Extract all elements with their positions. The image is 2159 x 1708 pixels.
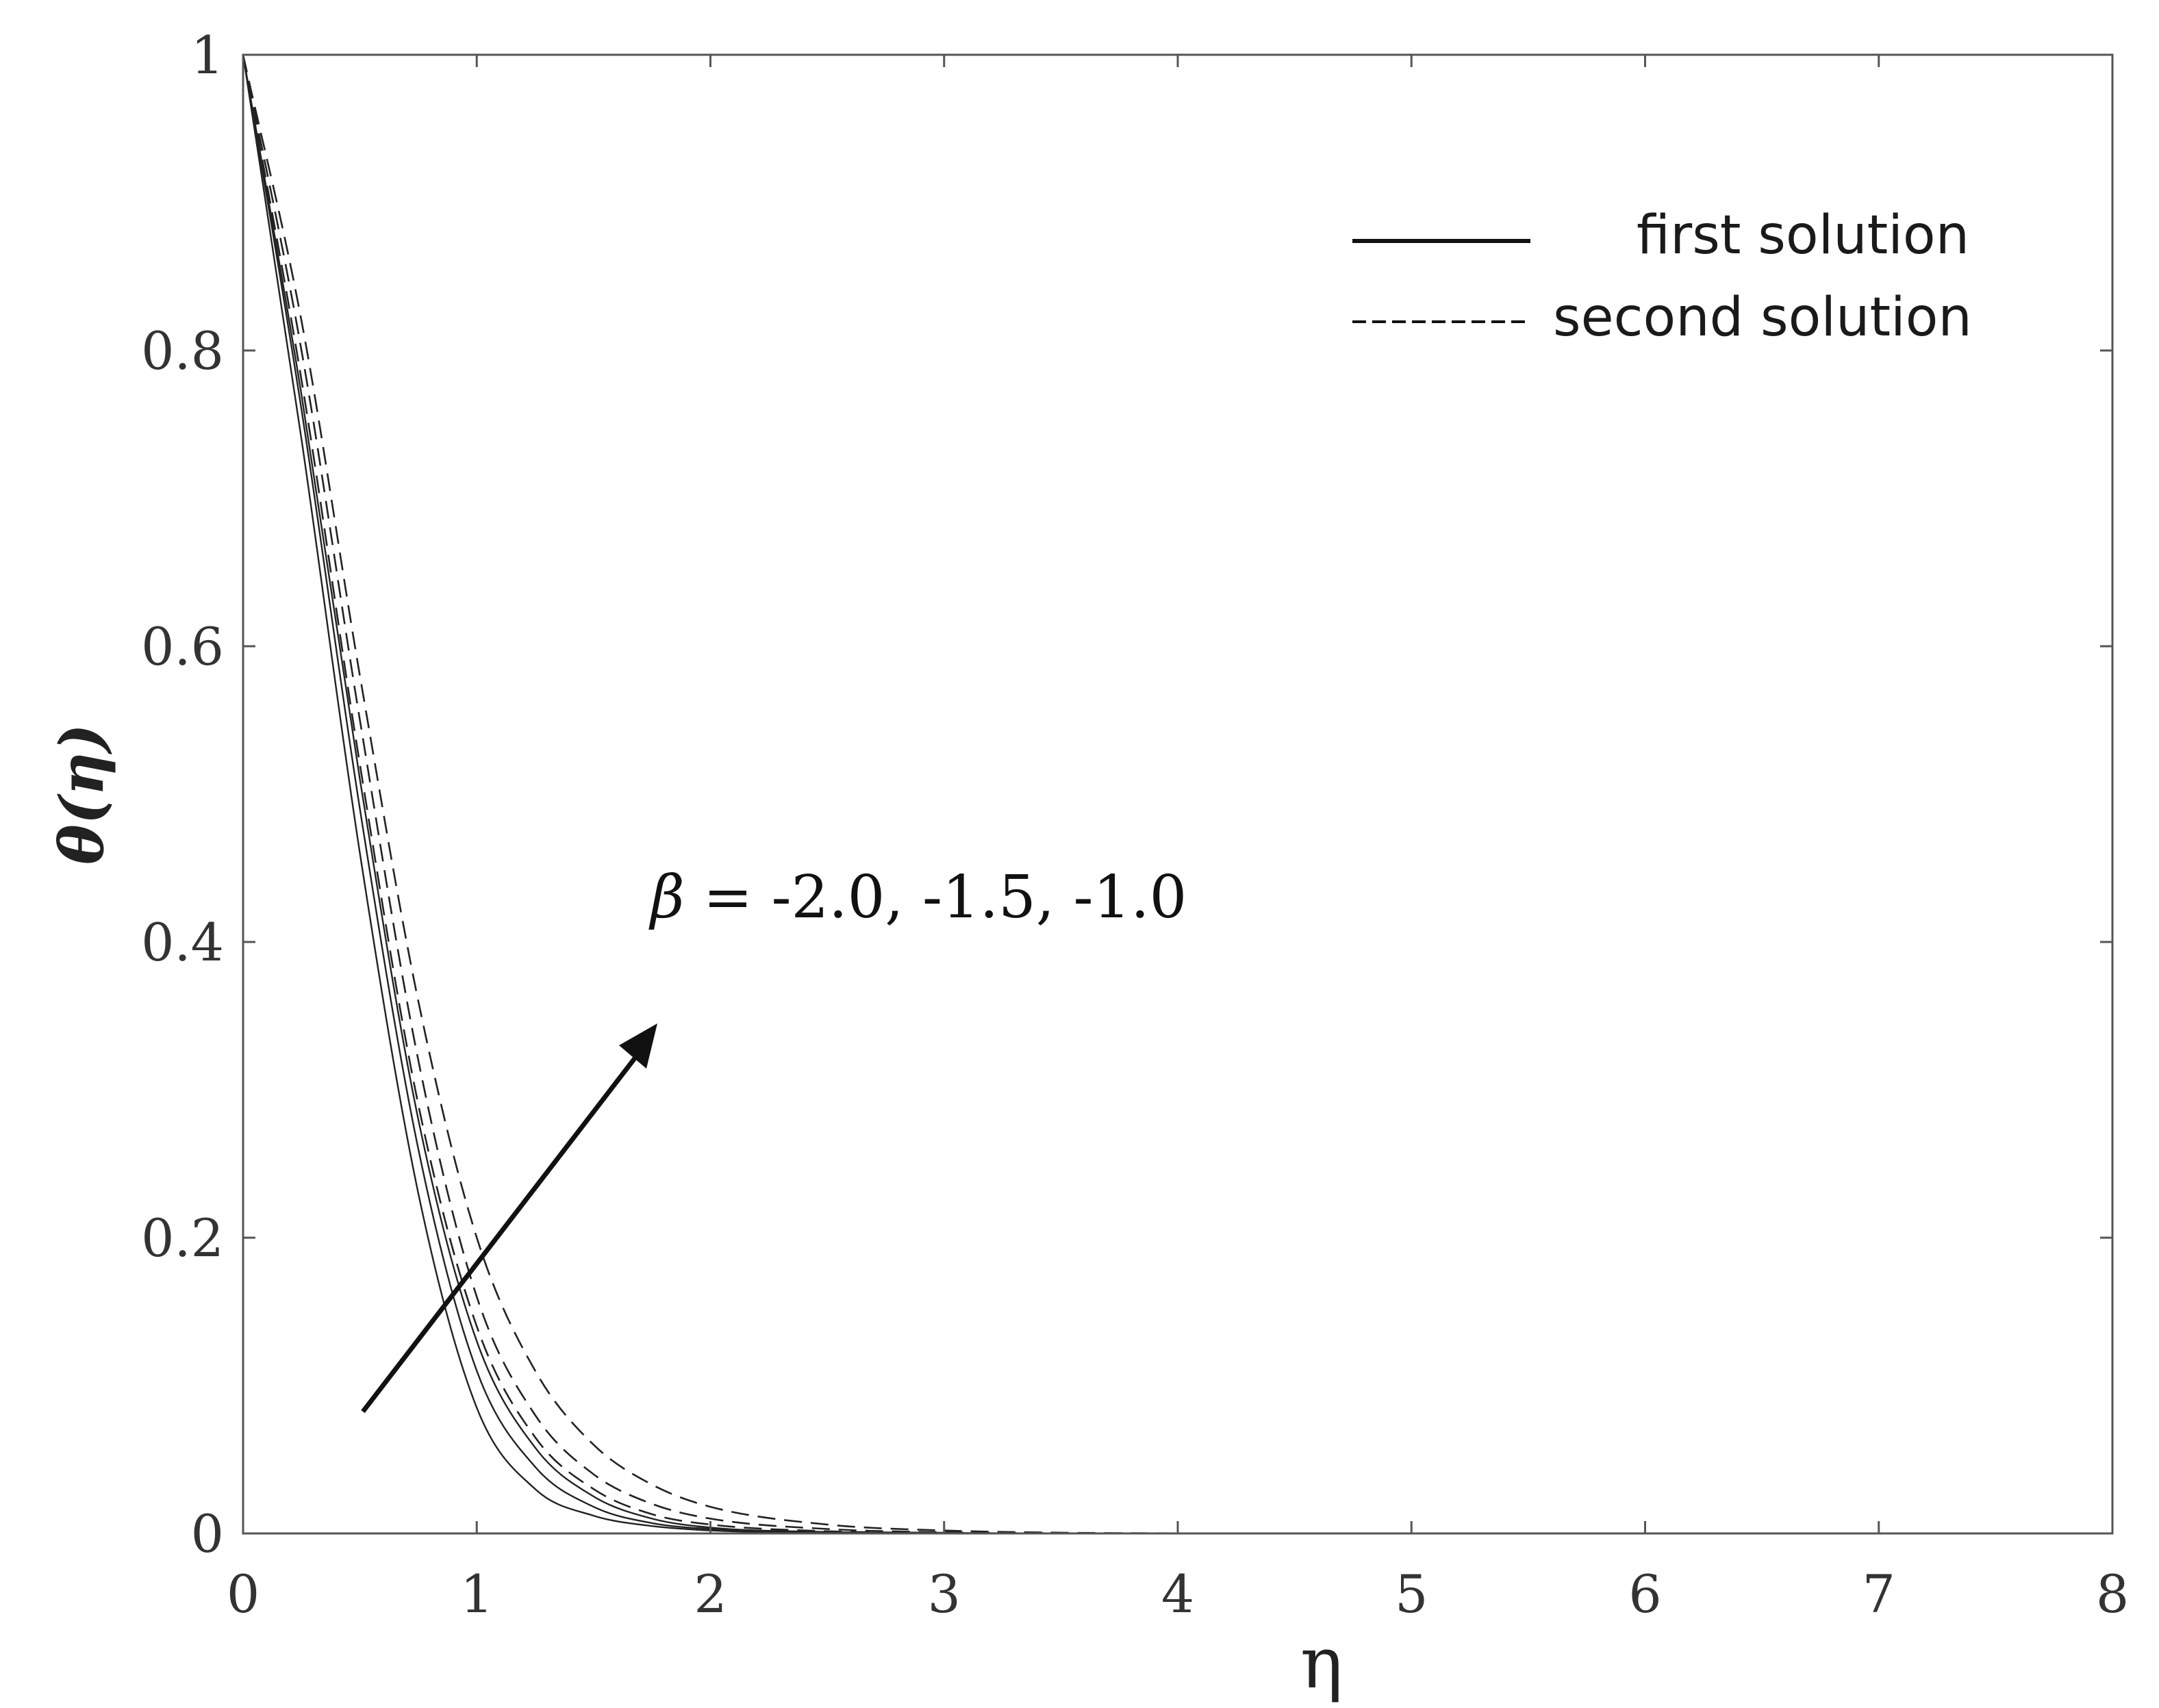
- beta-annotation: β = -2.0, -1.5, -1.0: [361, 863, 1187, 1414]
- series-line-3-solid: [242, 54, 2112, 1535]
- series-line-5-dashed: [242, 54, 2112, 1535]
- series-line-4-dashed: [242, 54, 2112, 1535]
- y-tick-label: 0.8: [141, 320, 224, 381]
- y-tick-label: 0.2: [141, 1208, 224, 1269]
- legend-label-first-solution: first solution: [1637, 205, 1969, 266]
- x-tick-label: 5: [1395, 1564, 1428, 1624]
- x-tick-label: 8: [2096, 1564, 2129, 1624]
- x-axis-title: η: [1300, 1621, 1343, 1705]
- legend-label-second-solution: second solution: [1553, 287, 1972, 348]
- annotation-symbol: β: [648, 863, 685, 932]
- y-tick-label: 0.4: [141, 912, 224, 973]
- annotation-text: β = -2.0, -1.5, -1.0: [648, 863, 1187, 932]
- x-tick-label: 0: [227, 1564, 260, 1624]
- legend: first solution second solution: [1352, 205, 1972, 348]
- y-tick-label: 0.6: [141, 616, 224, 677]
- x-tick-label: 3: [928, 1564, 961, 1624]
- y-tick-label: 1: [191, 25, 224, 86]
- x-tick-label: 1: [460, 1564, 493, 1624]
- series-line-2-solid: [242, 54, 2112, 1535]
- annotation-arrow-head: [619, 1023, 657, 1069]
- x-tick-label: 2: [694, 1564, 727, 1624]
- x-tick-label: 4: [1161, 1564, 1194, 1624]
- x-tick-label: 6: [1628, 1564, 1661, 1624]
- curves-layer: [242, 54, 2112, 1535]
- y-axis-title: θ(η): [46, 724, 117, 865]
- plot-frame: [242, 53, 2114, 1535]
- series-line-6-dashed: [242, 54, 2112, 1535]
- y-tick-label: 0: [191, 1503, 224, 1564]
- annotation-values: = -2.0, -1.5, -1.0: [685, 863, 1187, 932]
- annotation-arrow-shaft: [361, 1054, 639, 1414]
- axis-ticks: 0 1 2 3 4 5 6 7 8 0 0.2 0.4 0.6 0.8 1: [141, 25, 2129, 1624]
- series-line-1-solid: [242, 54, 2112, 1535]
- x-tick-label: 7: [1863, 1564, 1895, 1624]
